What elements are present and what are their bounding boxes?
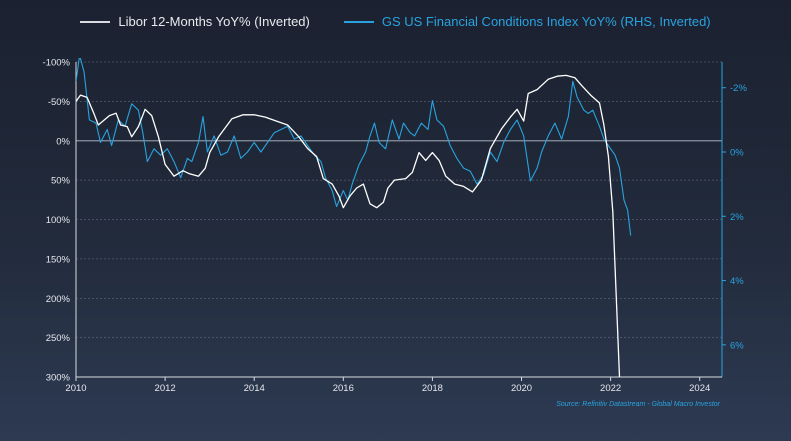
x-tick-label: 2016 — [333, 383, 354, 394]
source-note: Source: Refinitiv Datastream - Global Ma… — [556, 401, 720, 408]
chart-series — [76, 58, 632, 377]
legend-swatch-libor — [80, 20, 111, 23]
x-tick-label: 2012 — [155, 383, 176, 394]
legend-item-fci: GS US Financial Conditions Index YoY% (R… — [343, 14, 711, 29]
y-left-tick-label: 100% — [46, 215, 71, 226]
chart-grid — [76, 61, 722, 378]
series-line-libor — [76, 74, 621, 377]
x-tick-label: 2010 — [65, 383, 86, 394]
x-tick-label: 2024 — [689, 383, 710, 394]
y-left-tick-label: 250% — [46, 333, 71, 344]
x-tick-label: 2018 — [422, 383, 443, 394]
legend-swatch-fci — [343, 20, 374, 23]
chart-axes: -100% -50% 0% 50% 100% 150% 200% 250% 300% -2% 0% 2… — [43, 58, 748, 395]
y-right-tick-label: 0% — [730, 148, 744, 159]
series-line-fci — [76, 58, 632, 236]
y-left-tick-label: 0% — [56, 136, 70, 147]
y-left-tick-label: -100% — [43, 58, 71, 69]
y-left-tick-label: 200% — [46, 294, 71, 305]
y-left-tick-label: 300% — [46, 373, 71, 384]
chart-legend: Libor 12-Months YoY% (Inverted) GS US Fi… — [0, 14, 791, 29]
y-left-tick-label: -50% — [48, 97, 71, 108]
y-right-tick-label: 2% — [730, 212, 744, 223]
y-left-tick-label: 150% — [46, 254, 71, 265]
legend-item-libor: Libor 12-Months YoY% (Inverted) — [80, 14, 310, 29]
legend-label-libor: Libor 12-Months YoY% (Inverted) — [118, 14, 310, 29]
x-tick-label: 2022 — [600, 383, 621, 394]
legend-label-fci: GS US Financial Conditions Index YoY% (R… — [381, 14, 711, 29]
x-tick-label: 2014 — [244, 383, 265, 394]
y-right-tick-label: 4% — [730, 276, 744, 287]
y-right-tick-label: -2% — [730, 83, 747, 94]
x-tick-label: 2020 — [511, 383, 532, 394]
y-right-tick-label: 6% — [730, 340, 744, 351]
y-left-tick-label: 50% — [51, 176, 71, 187]
